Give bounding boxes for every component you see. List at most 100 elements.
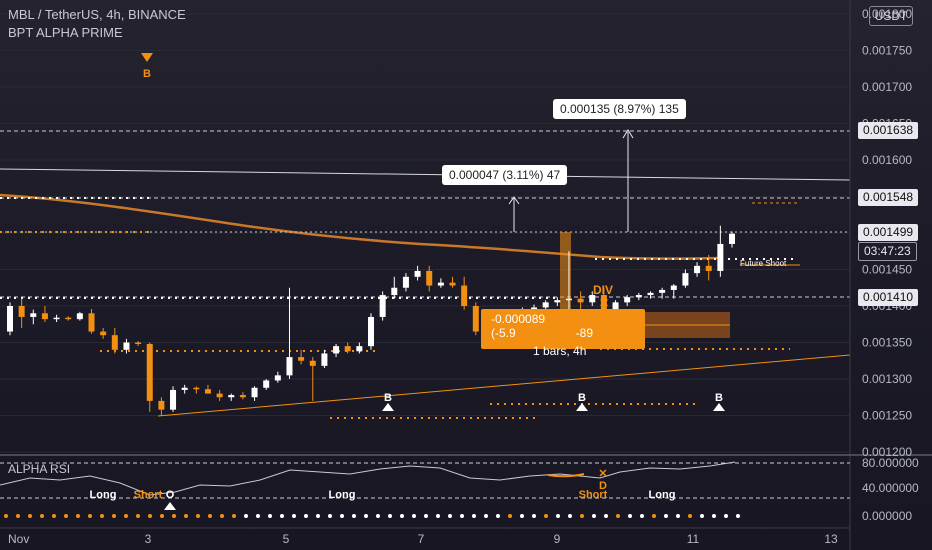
candle-body [53,317,60,320]
rsi-axis[interactable]: 80.000000 40.000000 0.000000 [862,456,919,523]
rsi-tick-label: 40.000000 [862,481,919,495]
signal-up-triangle-2 [576,403,588,411]
rsi-dot [172,514,176,518]
signal-b-1: B [384,392,392,404]
candle-body [158,400,165,410]
rsi-dot [4,514,8,518]
rsi-dot [376,514,380,518]
rsi-dot [100,514,104,518]
candle-body [437,282,444,286]
candle-body [600,295,607,310]
rsi-dot [280,514,284,518]
measure-arrow-2-head [508,196,520,205]
rsi-dot [244,514,248,518]
candle-body [170,389,177,410]
candle-body [554,300,561,303]
time-tick-label: 9 [554,532,561,546]
rsi-dot [52,514,56,518]
rsi-dot [76,514,80,518]
candle-body [146,343,153,401]
candle-body [344,346,351,352]
time-tick-label: Nov [8,532,29,546]
price-tag-1410: 0.001410 [858,289,919,306]
candle-body [193,387,200,390]
rsi-d: D [599,480,607,492]
candle-body [717,243,724,271]
candle-body [565,298,572,301]
rsi-orange-segment [547,473,585,478]
rsi-dot [136,514,140,518]
rsi-dot [316,514,320,518]
price-tick-label: 0.001600 [862,153,912,167]
rsi-dot [88,514,92,518]
rsi-o: O [166,489,175,501]
white-trendline [0,168,851,181]
candle-body [414,270,421,277]
rsi-dot [556,514,560,518]
candle-body [624,297,631,303]
rsi-dot-row [4,514,740,518]
rsi-long-3: Long [649,489,676,501]
time-tick-label: 13 [824,532,838,546]
price-tick-label: 0.001450 [862,263,912,277]
rsi-dot [484,514,488,518]
candle-body [321,353,328,366]
price-tag-1638: 0.001638 [858,122,919,139]
rsi-dot [16,514,20,518]
rsi-dot [628,514,632,518]
rsi-dot [604,514,608,518]
price-tick-label: 0.001300 [862,372,912,386]
price-tick-label: 0.001250 [862,409,912,423]
rsi-dot [460,514,464,518]
rsi-short-2: Short [579,489,608,501]
rsi-dot [328,514,332,518]
candle-body [204,389,211,394]
rsi-x: ✕ [598,468,607,480]
candle-body [309,360,316,366]
rsi-dot [700,514,704,518]
rsi-dot [676,514,680,518]
time-axis[interactable]: Nov 3 5 7 9 11 13 [8,532,838,546]
rsi-dot [544,514,548,518]
candle-body [88,313,95,332]
candles-group [7,225,735,416]
chart-title: MBL / TetherUS, 4h, BINANCE [8,7,186,22]
rsi-dot [688,514,692,518]
rsi-dot [208,514,212,518]
candle-body [298,357,305,361]
rsi-dot [148,514,152,518]
currency-button[interactable]: USDT [869,6,913,26]
rsi-dot [448,514,452,518]
rsi-dot [472,514,476,518]
rsi-dot [424,514,428,518]
rsi-dot [616,514,620,518]
candle-body [379,295,386,317]
candle-body [123,342,130,350]
candle-body [228,395,235,398]
rsi-dot [436,514,440,518]
price-tick-label: 0.001200 [862,445,912,459]
price-tick-label: 0.001700 [862,80,912,94]
rsi-long-2: Long [329,489,356,501]
candle-body [333,346,340,354]
rsi-dot [292,514,296,518]
rsi-dot [724,514,728,518]
candle-body [76,313,83,320]
rsi-dot [304,514,308,518]
price-tick-label: 0.001750 [862,44,912,58]
candle-body [7,306,13,332]
candle-body [135,342,142,344]
signal-up-triangle-3 [713,403,725,411]
rsi-dot [520,514,524,518]
rsi-dot [268,514,272,518]
candle-body [286,357,293,376]
price-tick-label: 0.001350 [862,336,912,350]
candle-body [612,302,619,310]
rsi-dot [340,514,344,518]
moving-average [0,193,721,260]
signal-up-triangle-1 [382,403,394,411]
price-tag-last: 0.001499 [858,224,919,241]
rsi-tick-label: 80.000000 [862,456,919,470]
candle-body [391,287,398,296]
